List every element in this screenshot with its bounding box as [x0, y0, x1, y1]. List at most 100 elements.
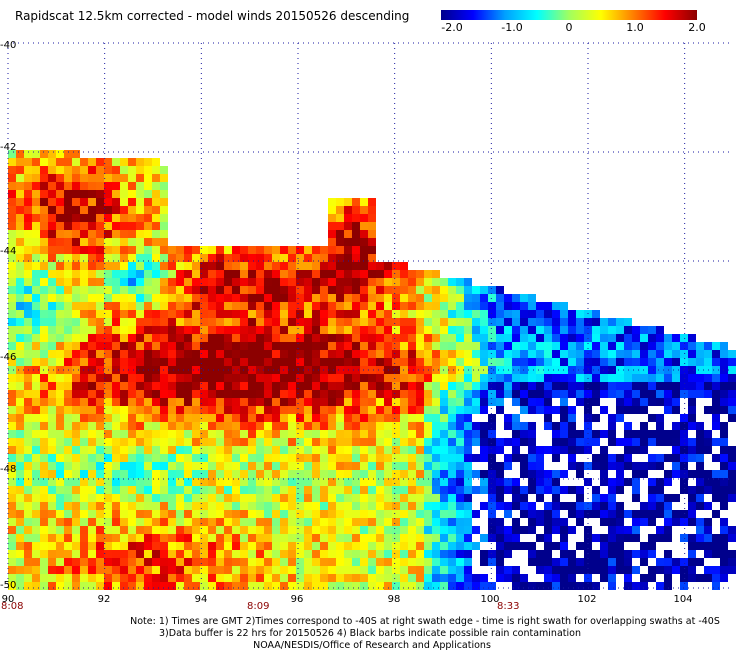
wind-cell: [728, 374, 736, 382]
wind-cell: [152, 414, 160, 422]
wind-cell: [536, 318, 544, 326]
wind-cell: [40, 150, 48, 158]
wind-cell: [640, 518, 648, 526]
wind-cell: [408, 438, 416, 446]
wind-cell: [336, 414, 344, 422]
wind-cell: [200, 478, 208, 486]
wind-cell: [328, 438, 336, 446]
wind-cell: [352, 438, 360, 446]
wind-cell: [32, 286, 40, 294]
wind-cell: [312, 438, 320, 446]
wind-cell: [256, 414, 264, 422]
wind-cell: [328, 518, 336, 526]
wind-cell: [384, 582, 392, 590]
wind-cell: [128, 462, 136, 470]
wind-cell: [184, 278, 192, 286]
wind-cell: [216, 382, 224, 390]
wind-cell: [480, 310, 488, 318]
wind-cell: [464, 494, 472, 502]
wind-cell: [416, 342, 424, 350]
wind-cell: [624, 550, 632, 558]
wind-cell: [336, 422, 344, 430]
wind-cell: [8, 174, 16, 182]
wind-cell: [120, 574, 128, 582]
lon-label: 102: [577, 594, 596, 605]
wind-cell: [632, 510, 640, 518]
wind-cell: [456, 294, 464, 302]
wind-cell: [176, 374, 184, 382]
wind-cell: [512, 446, 520, 454]
wind-cell: [280, 326, 288, 334]
wind-cell: [632, 462, 640, 470]
wind-cell: [88, 270, 96, 278]
wind-cell: [656, 382, 664, 390]
wind-cell: [696, 526, 704, 534]
wind-cell: [24, 358, 32, 366]
wind-cell: [56, 550, 64, 558]
wind-cell: [432, 534, 440, 542]
wind-cell: [40, 166, 48, 174]
wind-cell: [344, 230, 352, 238]
wind-cell: [368, 486, 376, 494]
wind-cell: [208, 342, 216, 350]
wind-cell: [280, 422, 288, 430]
wind-cell: [72, 430, 80, 438]
wind-cell: [152, 470, 160, 478]
wind-cell: [296, 406, 304, 414]
wind-cell: [304, 470, 312, 478]
wind-cell: [224, 558, 232, 566]
wind-cell: [376, 502, 384, 510]
wind-cell: [192, 286, 200, 294]
wind-cell: [96, 374, 104, 382]
wind-cell: [304, 334, 312, 342]
wind-cell: [40, 198, 48, 206]
wind-cell: [536, 342, 544, 350]
wind-cell: [560, 422, 568, 430]
wind-cell: [120, 390, 128, 398]
wind-cell: [72, 582, 80, 590]
wind-cell: [328, 366, 336, 374]
lon-label: 94: [195, 594, 208, 605]
wind-cell: [360, 398, 368, 406]
wind-cell: [88, 390, 96, 398]
wind-cell: [288, 582, 296, 590]
wind-cell: [320, 286, 328, 294]
wind-cell: [136, 502, 144, 510]
wind-cell: [232, 430, 240, 438]
wind-cell: [704, 502, 712, 510]
wind-cell: [336, 302, 344, 310]
wind-cell: [496, 574, 504, 582]
wind-cell: [720, 478, 728, 486]
note-line-2: 3)Data buffer is 22 hrs for 20150526 4) …: [159, 628, 581, 639]
wind-cell: [664, 390, 672, 398]
wind-cell: [424, 534, 432, 542]
wind-cell: [280, 294, 288, 302]
wind-cell: [504, 342, 512, 350]
wind-cell: [112, 222, 120, 230]
wind-cell: [16, 518, 24, 526]
wind-cell: [240, 558, 248, 566]
wind-cell: [160, 222, 168, 230]
wind-cell: [344, 222, 352, 230]
wind-cell: [376, 382, 384, 390]
wind-cell: [8, 310, 16, 318]
wind-cell: [232, 422, 240, 430]
wind-cell: [192, 542, 200, 550]
wind-cell: [32, 350, 40, 358]
wind-cell: [688, 494, 696, 502]
wind-cell: [248, 390, 256, 398]
wind-cell: [184, 334, 192, 342]
wind-cell: [704, 526, 712, 534]
wind-cell: [272, 582, 280, 590]
wind-cell: [176, 446, 184, 454]
wind-cell: [544, 374, 552, 382]
wind-cell: [120, 254, 128, 262]
wind-cell: [408, 270, 416, 278]
wind-cell: [256, 366, 264, 374]
wind-cell: [392, 542, 400, 550]
wind-cell: [168, 542, 176, 550]
wind-cell: [120, 246, 128, 254]
wind-cell: [384, 526, 392, 534]
wind-cell: [416, 550, 424, 558]
wind-cell: [144, 382, 152, 390]
